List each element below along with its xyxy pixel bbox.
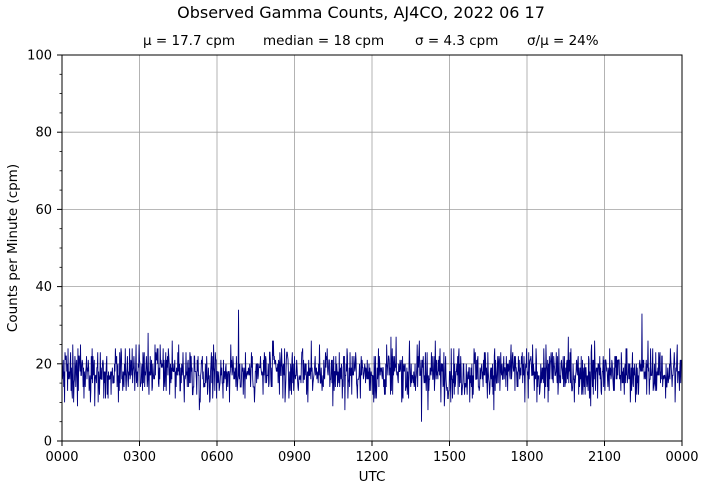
x-tick-label: 0000 xyxy=(45,450,78,465)
x-axis-label: UTC xyxy=(359,469,386,485)
data-series xyxy=(61,309,683,422)
x-tick-label: 2100 xyxy=(588,450,621,465)
y-tick-label: 80 xyxy=(35,126,52,141)
subtitle-median: median = 18 cpm xyxy=(263,33,384,49)
chart-title: Observed Gamma Counts, AJ4CO, 2022 06 17 xyxy=(177,3,545,22)
y-axis-label: Counts per Minute (cpm) xyxy=(5,164,21,332)
y-tick-label: 100 xyxy=(27,49,52,64)
x-tick-label: 0600 xyxy=(200,450,233,465)
chart-subtitle: μ = 17.7 cpm median = 18 cpm σ = 4.3 cpm… xyxy=(143,33,599,49)
x-axis: 0000 0300 0600 0900 1200 1500 1800 2100 0000 xyxy=(45,441,699,465)
x-tick-label: 0000 xyxy=(665,450,698,465)
x-tick-label: 0300 xyxy=(123,450,156,465)
y-tick-label: 40 xyxy=(35,280,52,295)
subtitle-ratio: σ/μ = 24% xyxy=(527,33,599,49)
grid-lines xyxy=(62,55,682,441)
x-tick-label: 1800 xyxy=(510,450,543,465)
subtitle-mean: μ = 17.7 cpm xyxy=(143,33,235,49)
x-tick-label: 0900 xyxy=(278,450,311,465)
y-axis: 0 20 40 60 80 100 xyxy=(27,49,62,450)
y-tick-label: 0 xyxy=(44,435,52,450)
series-line-gamma-counts xyxy=(61,309,683,422)
y-tick-label: 20 xyxy=(35,357,52,372)
y-tick-label: 60 xyxy=(35,203,52,218)
x-tick-label: 1200 xyxy=(355,450,388,465)
subtitle-sigma: σ = 4.3 cpm xyxy=(415,33,498,49)
x-tick-label: 1500 xyxy=(433,450,466,465)
